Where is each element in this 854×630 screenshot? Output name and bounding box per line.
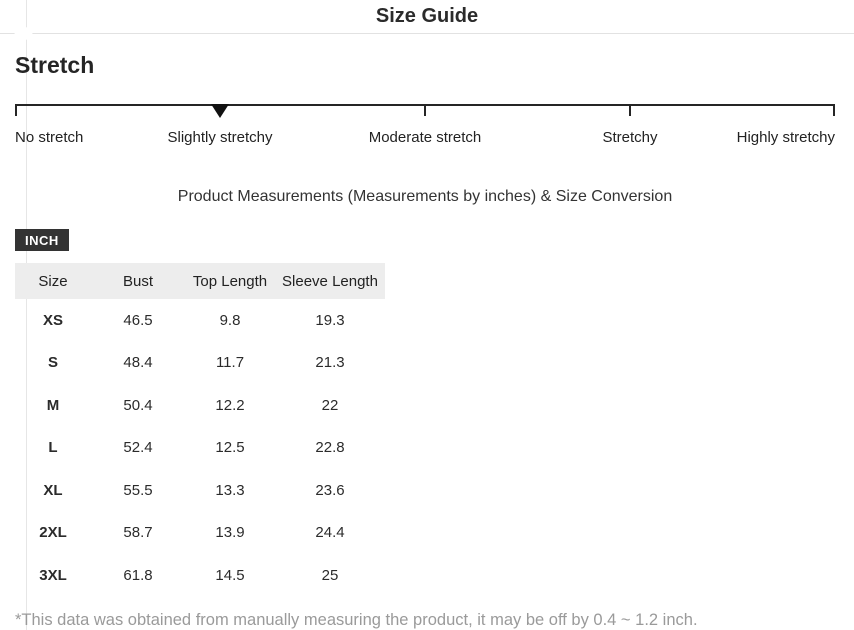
measurement-cell: 46.5 (123, 311, 153, 329)
measurement-cell: 48.4 (123, 354, 153, 372)
scale-tick (629, 106, 631, 116)
measurement-disclaimer: *This data was obtained from manually me… (15, 610, 698, 629)
measurement-cell: 52.4 (123, 439, 153, 457)
unit-inch-badge[interactable]: INCH (15, 229, 69, 251)
column-header: Top Length (185, 263, 275, 299)
measurement-cell: 13.9 (215, 524, 245, 542)
table-row: L 52.4 12.5 22.8 (15, 427, 385, 470)
stretch-level-label: Stretchy (602, 129, 658, 146)
size-cell: S (47, 354, 58, 372)
measurement-cell: 55.5 (123, 481, 153, 499)
size-cell: XS (42, 311, 63, 329)
stretch-heading: Stretch (15, 52, 95, 78)
table-header-row: Size Bust Top Length Sleeve Length (15, 263, 385, 299)
measurement-cell: 21.3 (315, 354, 345, 372)
table-row: 3XL 61.8 14.5 25 (15, 554, 385, 597)
scale-tick (15, 106, 17, 116)
size-cell: 3XL (39, 566, 67, 584)
measurement-cell: 58.7 (123, 524, 153, 542)
column-header: Bust (91, 263, 185, 299)
stretch-scale-line (15, 104, 835, 118)
page-title: Size Guide (375, 5, 479, 27)
scale-tick (833, 106, 835, 116)
measurements-table: Size Bust Top Length Sleeve Length XS 46.5 9.… (15, 263, 385, 597)
measurement-cell: 19.3 (315, 311, 345, 329)
measurement-cell: 24.4 (315, 524, 345, 542)
stretch-scale-labels: No stretch Slightly stretchy Moderate stre… (15, 129, 835, 147)
stretch-scale: No stretch Slightly stretchy Moderate stre… (15, 104, 835, 147)
measurement-cell: 14.5 (215, 566, 245, 584)
measurement-cell: 50.4 (123, 396, 153, 414)
size-cell: M (46, 396, 60, 414)
measurement-cell: 11.7 (215, 354, 245, 372)
size-cell: XL (43, 481, 63, 499)
stretch-marker-icon (211, 104, 229, 118)
measurement-cell: 12.2 (215, 396, 245, 414)
measurement-cell: 25 (321, 566, 339, 584)
measurement-cell: 22 (321, 396, 339, 414)
table-row: XS 46.5 9.8 19.3 (15, 299, 385, 342)
measurement-cell: 23.6 (315, 481, 345, 499)
scale-tick (424, 106, 426, 116)
stretch-level-label: Slightly stretchy (167, 129, 273, 146)
size-cell: 2XL (39, 524, 67, 542)
size-cell: L (48, 439, 58, 457)
measurement-cell: 22.8 (315, 439, 345, 457)
table-row: 2XL 58.7 13.9 24.4 (15, 512, 385, 555)
measurement-cell: 61.8 (123, 566, 153, 584)
measurement-cell: 9.8 (219, 311, 241, 329)
stretch-level-label: Highly stretchy (736, 129, 835, 146)
column-header: Size (15, 263, 91, 299)
size-guide-content: Stretch No stretch Slightly stretchy Moder… (0, 52, 854, 630)
table-row: M 50.4 12.2 22 (15, 384, 385, 427)
header: Size Guide (0, 0, 854, 34)
measurements-heading: Product Measurements (Measurements by in… (177, 188, 673, 205)
measurement-cell: 13.3 (215, 481, 245, 499)
table-row: S 48.4 11.7 21.3 (15, 342, 385, 385)
left-divider-line (26, 0, 27, 630)
column-header: Sleeve Length (275, 263, 385, 299)
stretch-level-label: No stretch (15, 129, 84, 146)
stretch-level-label: Moderate stretch (368, 129, 482, 146)
table-row: XL 55.5 13.3 23.6 (15, 469, 385, 512)
measurement-cell: 12.5 (215, 439, 245, 457)
